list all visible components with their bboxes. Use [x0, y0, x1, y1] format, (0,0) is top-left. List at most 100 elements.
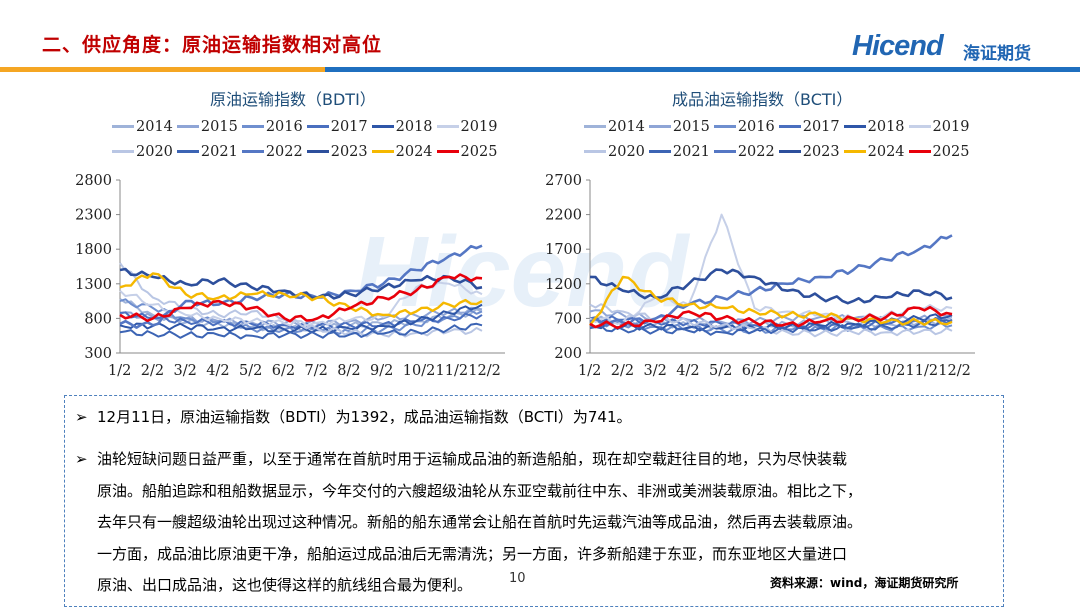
notes-box: ➢ 12月11日，原油运输指数（BDTI）为1392，成品油运输指数（BCTI）… — [64, 395, 1004, 607]
x-tick-label: 3/2 — [644, 363, 667, 379]
legend-swatch — [908, 150, 931, 153]
legend-item-2019: 2019 — [908, 118, 970, 135]
legend-label: 2024 — [867, 143, 905, 160]
x-tick-label: 2/2 — [141, 363, 164, 379]
legend-item-2023: 2023 — [306, 143, 368, 160]
legend-item-2015: 2015 — [648, 118, 710, 135]
series-line-2022 — [119, 244, 483, 329]
legend-label: 2016 — [265, 118, 303, 135]
legend-swatch — [241, 125, 264, 128]
logo-chinese: 海证期货 — [963, 44, 1031, 64]
chart-title-bdti: 原油运输指数（BDTI） — [210, 90, 376, 109]
legend-swatch — [306, 125, 329, 128]
legend-swatch — [648, 150, 671, 153]
legend-label: 2017 — [802, 118, 840, 135]
legend-label: 2025 — [460, 143, 498, 160]
legend-row: 2020 2021 2022 2023 2024 2025 — [112, 139, 501, 164]
series-line-2016 — [119, 298, 483, 335]
page-number: 10 — [509, 571, 526, 586]
legend-item-2023: 2023 — [778, 143, 840, 160]
legend-label: 2018 — [395, 118, 433, 135]
legend-label: 2019 — [932, 118, 970, 135]
y-tick-label: 2800 — [75, 173, 112, 189]
legend-swatch — [908, 125, 931, 128]
legend-item-2016: 2016 — [713, 119, 775, 135]
legend-label: 2020 — [136, 143, 173, 160]
page-title: 二、供应角度：原油运输指数相对高位 — [42, 34, 383, 56]
logo-wordmark: Hicend — [852, 30, 944, 62]
series-line-2025 — [589, 305, 953, 330]
x-tick-label: 8/2 — [337, 363, 360, 379]
legend-swatch — [371, 125, 394, 128]
legend-item-2017: 2017 — [306, 118, 368, 135]
legend-item-2022: 2022 — [241, 144, 303, 160]
x-tick-label: 4/2 — [676, 363, 699, 379]
y-tick-label: 1700 — [545, 242, 582, 258]
legend-swatch — [176, 150, 199, 153]
legend-swatch — [713, 125, 736, 128]
note-p2-line: 去年只有一艘超级油轮出现过这种情况。新船的船东通常会让船在首航时先运载汽油等成品… — [97, 513, 863, 531]
x-tick-label: 7/2 — [305, 363, 328, 379]
note-p2-line: 原油、出口成品油，这也使得这样的航线组合最为便利。 — [97, 576, 473, 594]
series-line-2019 — [119, 281, 483, 327]
legend-label: 2017 — [330, 118, 368, 135]
legend-label: 2014 — [136, 118, 173, 135]
bullet-icon: ➢ — [75, 450, 88, 468]
legend-swatch — [778, 125, 801, 128]
legend-item-2021: 2021 — [176, 144, 238, 160]
legend-bdti: 2014 2015 2016 2017 2018 2019 2020 2021 2022 2023… — [112, 114, 501, 164]
y-tick-label: 1800 — [75, 242, 112, 258]
series-line-2023 — [589, 268, 953, 305]
y-tick-label: 1300 — [75, 277, 112, 293]
legend-item-2024: 2024 — [371, 143, 433, 160]
series-line-2020 — [589, 303, 953, 338]
legend-label: 2022 — [737, 143, 775, 160]
legend-label: 2025 — [932, 143, 970, 160]
series-line-2021 — [589, 319, 953, 336]
x-tick-label: 10/2 — [403, 363, 436, 379]
x-tick-label: 2/2 — [611, 363, 634, 379]
company-logo: Hicend 海证期货 — [852, 30, 1052, 66]
legend-label: 2024 — [395, 143, 433, 160]
x-tick-label: 1/2 — [108, 363, 131, 379]
legend-item-2018: 2018 — [843, 119, 905, 135]
legend-swatch — [584, 150, 606, 153]
x-tick-label: 11/2 — [436, 363, 469, 379]
note-paragraph-2: 油轮短缺问题日益严重，以至于通常在首航时用于运输成品油的新造船舶，现在却空载赶往… — [97, 444, 997, 602]
legend-swatch — [112, 125, 134, 128]
legend-swatch — [241, 150, 264, 153]
series-line-2019 — [589, 213, 953, 325]
legend-label: 2015 — [672, 118, 710, 135]
legend-item-2021: 2021 — [648, 143, 710, 160]
legend-swatch — [306, 150, 329, 153]
y-tick-label: 2200 — [545, 208, 582, 224]
legend-label: 2015 — [200, 118, 238, 135]
y-tick-label: 700 — [554, 311, 582, 327]
legend-swatch — [176, 125, 199, 128]
legend-label: 2023 — [330, 143, 368, 160]
legend-label: 2023 — [802, 143, 840, 160]
note-p2-line: 油轮短缺问题日益严重，以至于通常在首航时用于运输成品油的新造船舶，现在却空载赶往… — [97, 450, 848, 468]
legend-label: 2021 — [672, 143, 710, 160]
legend-item-2025: 2025 — [436, 143, 498, 160]
legend-swatch — [648, 125, 671, 128]
legend-swatch — [112, 150, 134, 153]
legend-item-2018: 2018 — [371, 118, 433, 135]
note-p2-line: 原油。船舶追踪和租船数据显示，今年交付的六艘超级油轮从东亚空载前往中东、非洲或美… — [97, 481, 863, 500]
legend-label: 2020 — [608, 143, 645, 160]
y-tick-label: 800 — [84, 311, 112, 327]
legend-row: 2014 2015 2016 2017 2018 2019 — [584, 114, 973, 139]
note-line-1: 12月11日，原油运输指数（BDTI）为1392，成品油运输指数（BCTI）为7… — [97, 408, 632, 426]
legend-item-2016: 2016 — [241, 118, 303, 135]
legend-item-2022: 2022 — [713, 143, 775, 160]
chart-title-bcti: 成品油运输指数（BCTI） — [672, 90, 853, 109]
legend-label: 2019 — [460, 118, 498, 135]
x-tick-label: 9/2 — [840, 363, 863, 379]
legend-label: 2014 — [608, 118, 645, 135]
x-tick-label: 8/2 — [807, 363, 830, 379]
legend-row: 2014 2015 2016 2017 2018 2019 — [112, 114, 501, 139]
x-tick-label: 6/2 — [272, 363, 295, 379]
y-tick-label: 300 — [84, 346, 112, 362]
x-tick-label: 4/2 — [206, 363, 229, 379]
